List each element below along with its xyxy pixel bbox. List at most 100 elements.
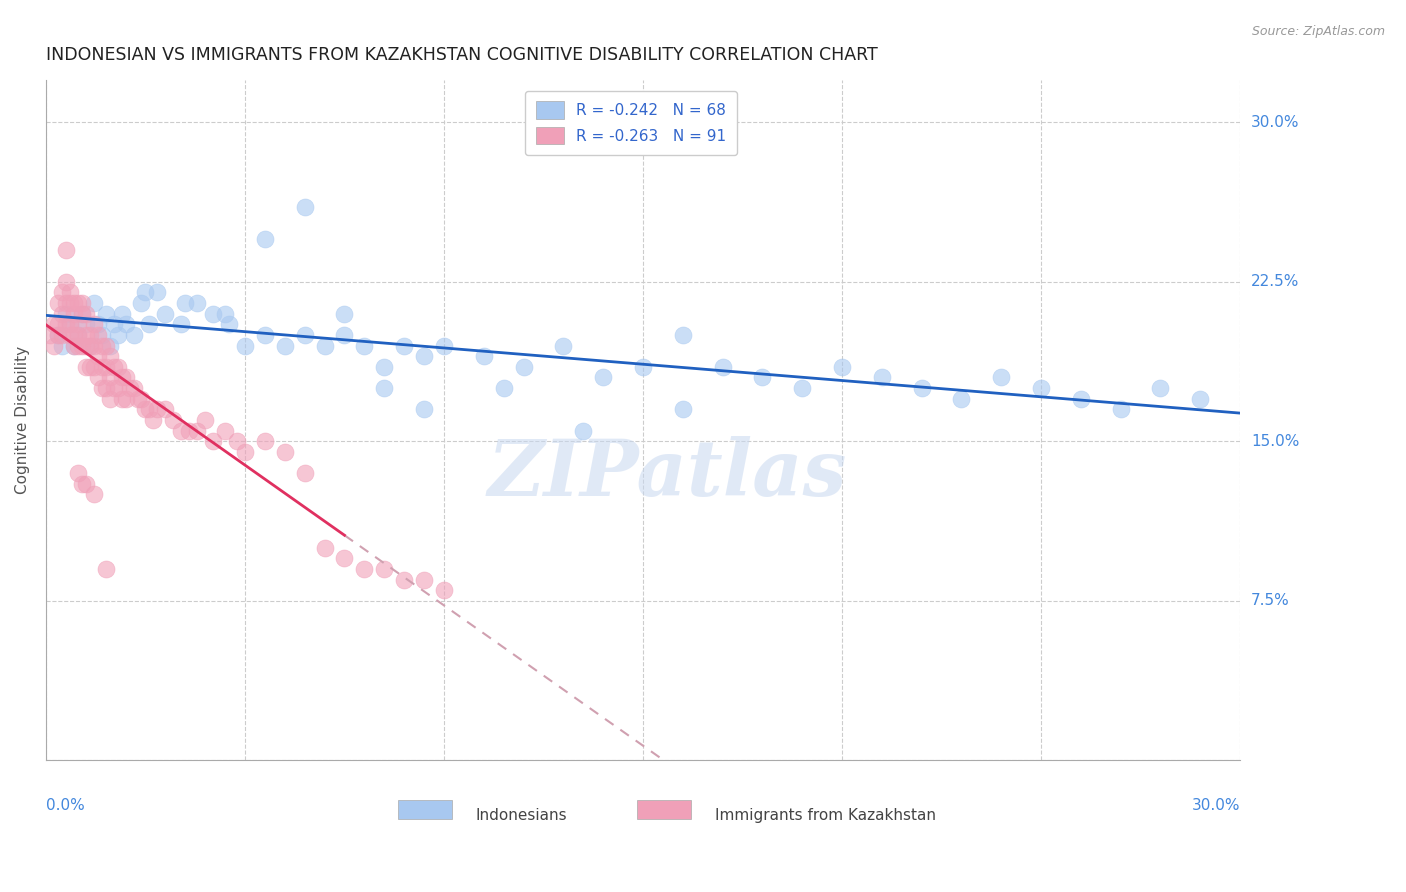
Point [122,381,145,395]
Point [413,349,436,363]
Point [433,338,456,352]
Point [79,359,101,374]
Point [492,381,515,395]
Point [70,307,93,321]
Point [110,370,132,384]
Point [146,285,169,300]
Point [413,402,436,417]
Point [70,338,93,352]
Point [950,392,973,406]
Point [672,402,695,417]
Point [134,285,156,300]
Point [672,327,695,342]
Point [194,413,217,427]
Text: 0.0%: 0.0% [46,797,84,813]
Point [294,467,316,481]
Point [592,370,614,384]
Point [66,467,89,481]
Point [373,381,395,395]
Point [1109,402,1132,417]
Point [103,381,125,395]
Point [186,424,208,438]
Text: Source: ZipAtlas.com: Source: ZipAtlas.com [1251,25,1385,38]
Point [46,327,69,342]
Point [294,200,316,214]
Point [98,392,121,406]
Point [253,434,276,449]
Point [110,392,132,406]
Point [46,296,69,310]
Point [63,338,86,352]
Text: 22.5%: 22.5% [1251,274,1299,289]
Point [63,296,86,310]
Text: 30.0%: 30.0% [1251,115,1299,129]
Point [90,381,112,395]
Point [1189,392,1212,406]
Text: Indonesians: Indonesians [475,808,568,823]
Point [392,573,415,587]
Point [373,359,395,374]
Point [122,327,145,342]
Point [51,285,73,300]
Point [75,318,97,332]
Point [512,359,534,374]
Point [66,318,89,332]
Point [79,338,101,352]
Point [107,327,129,342]
Point [233,445,256,459]
Point [94,562,117,576]
Point [170,318,193,332]
Point [83,487,105,501]
Point [314,541,336,555]
Point [1070,392,1092,406]
Point [333,327,356,342]
Point [155,307,177,321]
Point [553,338,575,352]
Point [110,307,132,321]
Point [86,370,108,384]
Point [202,434,225,449]
Point [179,424,201,438]
Point [333,551,356,566]
Point [39,327,62,342]
Point [59,296,82,310]
Point [472,349,495,363]
Point [186,296,208,310]
Point [66,338,89,352]
Point [870,370,893,384]
Point [274,445,297,459]
Point [94,307,117,321]
Y-axis label: Cognitive Disability: Cognitive Disability [15,346,30,494]
Point [86,349,108,363]
Point [114,370,136,384]
FancyBboxPatch shape [398,800,451,819]
Text: 15.0%: 15.0% [1251,434,1299,449]
Point [214,307,236,321]
Point [131,296,153,310]
Point [94,359,117,374]
Point [83,338,105,352]
Point [413,573,436,587]
Point [55,296,77,310]
Point [86,318,108,332]
Point [75,307,97,321]
Point [46,318,69,332]
Point [138,402,160,417]
Point [75,359,97,374]
Point [83,359,105,374]
Point [66,327,89,342]
Point [155,402,177,417]
Point [314,338,336,352]
Text: INDONESIAN VS IMMIGRANTS FROM KAZAKHSTAN COGNITIVE DISABILITY CORRELATION CHART: INDONESIAN VS IMMIGRANTS FROM KAZAKHSTAN… [46,46,877,64]
Point [138,318,160,332]
Point [146,402,169,417]
Point [118,381,141,395]
Point [55,243,77,257]
Point [51,338,73,352]
Text: 30.0%: 30.0% [1191,797,1240,813]
Point [46,327,69,342]
Point [910,381,932,395]
Point [90,359,112,374]
Point [98,338,121,352]
Point [83,296,105,310]
